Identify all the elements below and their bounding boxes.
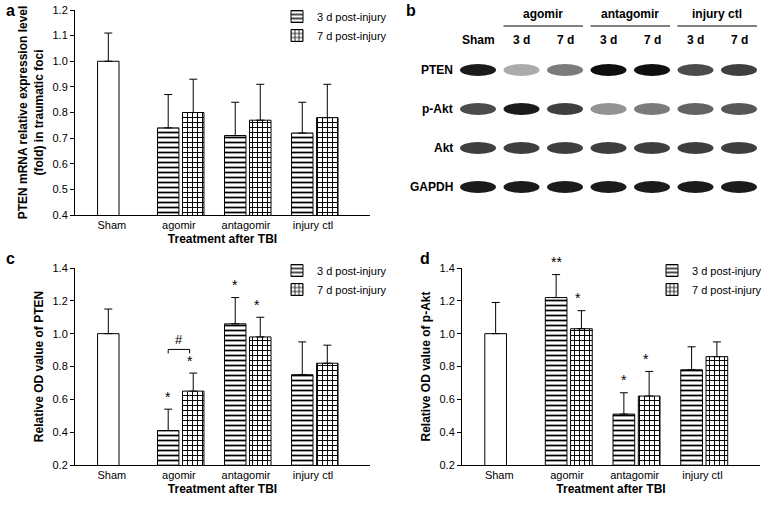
svg-text:1.0: 1.0	[440, 328, 455, 340]
svg-text:Relative OD value of p-Akt: Relative OD value of p-Akt	[419, 291, 433, 441]
svg-text:1.4: 1.4	[440, 262, 455, 274]
svg-text:3 d post-injury: 3 d post-injury	[317, 11, 387, 23]
svg-text:0.2: 0.2	[440, 459, 455, 471]
svg-text:0.2: 0.2	[53, 459, 68, 471]
svg-text:*: *	[165, 389, 171, 405]
svg-text:*: *	[232, 277, 238, 293]
svg-text:1.2: 1.2	[53, 4, 68, 16]
svg-text:*: *	[621, 372, 627, 388]
svg-text:antagomir: antagomir	[610, 469, 659, 481]
svg-text:Treatment after TBI: Treatment after TBI	[168, 482, 277, 496]
svg-text:Relative OD value of PTEN: Relative OD value of PTEN	[32, 291, 46, 442]
svg-text:PTEN: PTEN	[421, 63, 453, 77]
svg-text:1.4: 1.4	[53, 262, 68, 274]
svg-text:agomir: agomir	[162, 219, 196, 231]
svg-text:injury ctl: injury ctl	[692, 7, 742, 21]
svg-text:PTEN mRNA relative expression: PTEN mRNA relative expression level(fold…	[16, 6, 46, 220]
svg-text:0.8: 0.8	[53, 360, 68, 372]
svg-text:7 d post-injury: 7 d post-injury	[317, 284, 387, 296]
svg-text:7 d post-injury: 7 d post-injury	[692, 284, 762, 296]
svg-text:1.0: 1.0	[53, 55, 68, 67]
svg-text:0.4: 0.4	[440, 426, 455, 438]
svg-text:0.8: 0.8	[440, 360, 455, 372]
svg-text:agomir: agomir	[162, 469, 196, 481]
svg-text:**: **	[551, 254, 562, 270]
svg-text:0.6: 0.6	[440, 393, 455, 405]
svg-text:0.9: 0.9	[53, 81, 68, 93]
svg-text:Treatment after TBI: Treatment after TBI	[168, 232, 277, 246]
svg-text:*: *	[254, 297, 260, 313]
svg-text:7 d post-injury: 7 d post-injury	[317, 30, 387, 42]
svg-text:p-Akt: p-Akt	[422, 102, 453, 116]
svg-text:0.4: 0.4	[53, 426, 68, 438]
svg-text:c: c	[6, 250, 15, 267]
svg-text:1.2: 1.2	[53, 295, 68, 307]
svg-text:Sham: Sham	[462, 33, 495, 47]
svg-text:Sham: Sham	[98, 219, 127, 231]
svg-text:0.6: 0.6	[53, 158, 68, 170]
svg-text:1.1: 1.1	[53, 29, 68, 41]
svg-text:agomir: agomir	[523, 7, 563, 21]
svg-text:0.7: 0.7	[53, 132, 68, 144]
svg-text:antagomir: antagomir	[222, 219, 271, 231]
svg-text:antagomir: antagomir	[222, 469, 271, 481]
svg-text:7 d: 7 d	[644, 33, 661, 47]
svg-text:3 d post-injury: 3 d post-injury	[692, 265, 762, 277]
svg-text:a: a	[6, 2, 15, 19]
svg-text:Sham: Sham	[485, 469, 514, 481]
svg-text:*: *	[575, 290, 581, 306]
svg-text:1.0: 1.0	[53, 328, 68, 340]
svg-text:0.8: 0.8	[53, 106, 68, 118]
svg-text:Akt: Akt	[434, 141, 453, 155]
svg-text:antagomir: antagomir	[601, 7, 659, 21]
svg-text:b: b	[406, 2, 416, 19]
svg-text:*: *	[187, 353, 193, 369]
svg-text:Treatment after TBI: Treatment after TBI	[556, 482, 665, 496]
svg-text:3 d: 3 d	[600, 33, 617, 47]
svg-text:GAPDH: GAPDH	[410, 180, 453, 194]
svg-text:d: d	[420, 250, 430, 267]
svg-text:0.4: 0.4	[53, 209, 68, 221]
svg-text:3 d: 3 d	[513, 33, 530, 47]
svg-text:injury ctl: injury ctl	[293, 469, 333, 481]
svg-text:*: *	[643, 351, 649, 367]
svg-text:3 d: 3 d	[687, 33, 704, 47]
svg-text:#: #	[175, 332, 183, 347]
svg-text:7 d: 7 d	[731, 33, 748, 47]
svg-text:agomir: agomir	[550, 469, 584, 481]
svg-text:1.2: 1.2	[440, 295, 455, 307]
svg-text:0.6: 0.6	[53, 393, 68, 405]
svg-text:injury ctl: injury ctl	[682, 469, 722, 481]
svg-text:7 d: 7 d	[557, 33, 574, 47]
svg-text:Sham: Sham	[98, 469, 127, 481]
svg-text:3 d post-injury: 3 d post-injury	[317, 265, 387, 277]
svg-text:injury ctl: injury ctl	[293, 219, 333, 231]
svg-text:0.5: 0.5	[53, 183, 68, 195]
